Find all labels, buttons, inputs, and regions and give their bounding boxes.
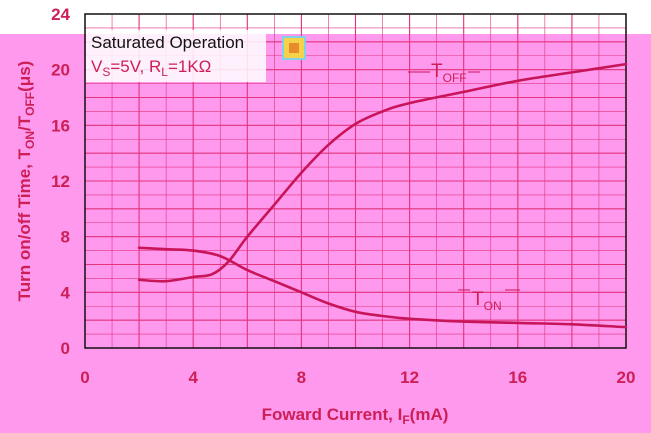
x-tick-label: 16	[508, 368, 527, 387]
y-tick-label: 4	[61, 283, 71, 302]
y-tick-labels: 0 4 8 12 16 20 24	[51, 5, 70, 358]
y-tick-label: 12	[51, 172, 70, 191]
x-axis-title: Foward Current, IF(mA)	[262, 405, 449, 427]
y-tick-label: 16	[51, 116, 70, 135]
series-line-ton	[137, 246, 628, 329]
curves	[137, 62, 628, 329]
plot-background	[0, 34, 651, 433]
x-tick-label: 12	[400, 368, 419, 387]
y-tick-label: 8	[61, 228, 70, 247]
y-tick-label: 20	[51, 61, 70, 80]
annotation-box: Saturated Operation VS=5V, RL=1KΩ	[86, 30, 266, 82]
x-tick-labels: 0 4 8 12 16 20	[80, 368, 635, 387]
plot-frame	[84, 13, 627, 349]
x-tick-label: 20	[617, 368, 636, 387]
x-tick-label: 0	[80, 368, 89, 387]
annotation-line1: Saturated Operation	[91, 33, 244, 52]
series-label-ton: TON	[458, 289, 520, 313]
svg-text:TON: TON	[472, 289, 502, 313]
x-tick-label: 4	[188, 368, 198, 387]
y-axis-title: Turn on/off Time, TON/TOFF(μs)	[15, 61, 37, 302]
series-line-toff	[137, 62, 628, 283]
annotation-line2: VS=5V, RL=1KΩ	[91, 57, 211, 79]
marker-icon	[282, 36, 306, 60]
series-label-toff: TOFF	[408, 61, 480, 85]
y-tick-label: 0	[61, 339, 70, 358]
y-tick-label: 24	[51, 5, 70, 24]
svg-text:TOFF: TOFF	[431, 61, 467, 85]
x-tick-label: 8	[297, 368, 306, 387]
